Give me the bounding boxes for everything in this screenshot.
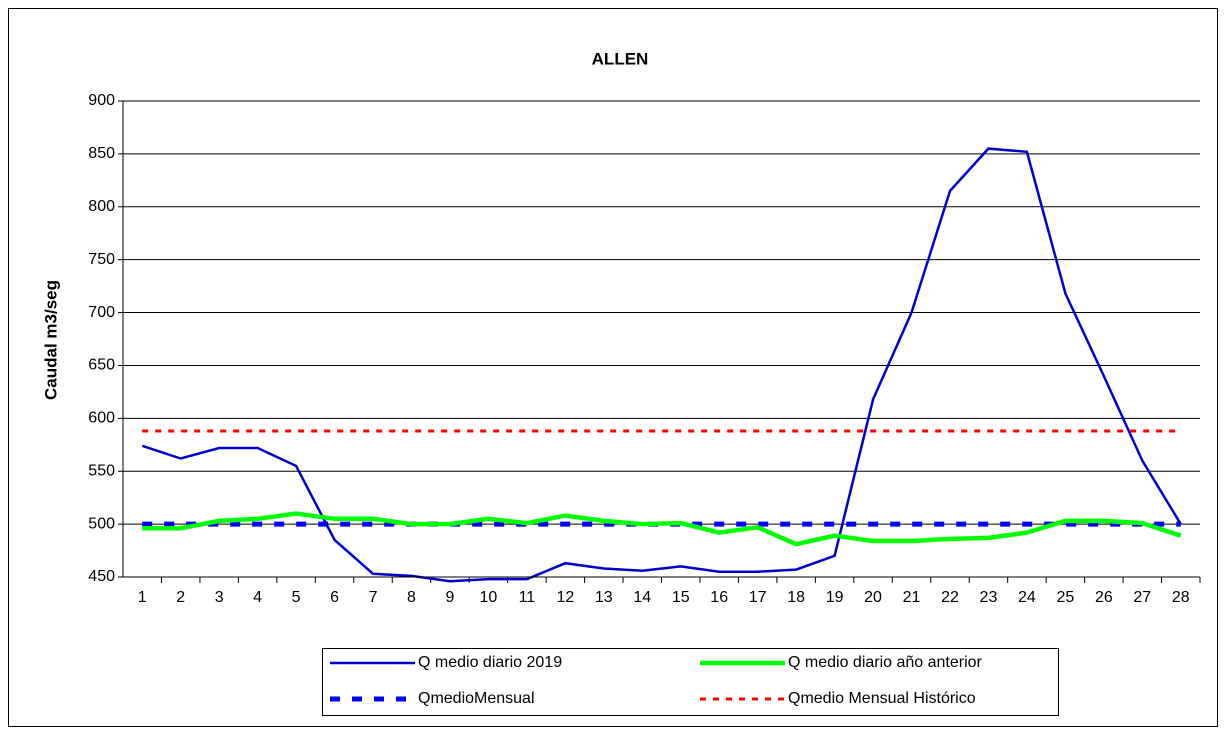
- x-tick-label: 3: [215, 589, 224, 606]
- x-tick-label: 28: [1172, 589, 1190, 606]
- legend-label: Q medio diario año anterior: [788, 654, 983, 671]
- x-tick-label: 25: [1056, 589, 1074, 606]
- x-tick-label: 12: [556, 589, 574, 606]
- x-tick-label: 26: [1095, 589, 1113, 606]
- x-tick-label: 9: [445, 589, 454, 606]
- x-tick-label: 5: [292, 589, 301, 606]
- x-tick-label: 20: [864, 589, 882, 606]
- y-tick-label: 450: [88, 568, 115, 585]
- x-tick-label: 13: [595, 589, 613, 606]
- y-tick-label: 600: [88, 410, 115, 427]
- x-tick-label: 21: [903, 589, 921, 606]
- x-tick-label: 1: [138, 589, 147, 606]
- x-tick-label: 2: [176, 589, 185, 606]
- chart-title: ALLEN: [592, 49, 649, 68]
- y-axis-label: Caudal m3/seg: [41, 280, 60, 400]
- x-tick-label: 6: [330, 589, 339, 606]
- x-tick-label: 17: [749, 589, 767, 606]
- x-tick-label: 23: [980, 589, 998, 606]
- x-tick-label: 16: [710, 589, 728, 606]
- chart-border: [8, 8, 1218, 727]
- x-tick-label: 14: [633, 589, 651, 606]
- x-tick-label: 15: [672, 589, 690, 606]
- y-tick-label: 500: [88, 515, 115, 532]
- y-tick-label: 850: [88, 145, 115, 162]
- y-tick-label: 650: [88, 357, 115, 374]
- y-tick-label: 700: [88, 304, 115, 321]
- x-tick-label: 18: [787, 589, 805, 606]
- x-tick-label: 8: [407, 589, 416, 606]
- x-tick-label: 10: [480, 589, 498, 606]
- x-tick-label: 24: [1018, 589, 1036, 606]
- x-tick-label: 4: [253, 589, 262, 606]
- y-tick-label: 750: [88, 251, 115, 268]
- x-tick-label: 22: [941, 589, 959, 606]
- y-tick-label: 900: [88, 92, 115, 109]
- x-tick-label: 11: [519, 589, 536, 606]
- legend-label: QmedioMensual: [418, 690, 535, 707]
- y-tick-label: 550: [88, 462, 115, 479]
- x-tick-label: 7: [369, 589, 378, 606]
- legend-box: [322, 648, 1059, 716]
- x-tick-label: 19: [826, 589, 844, 606]
- series-line: [142, 511, 1182, 547]
- series-line: [141, 147, 1182, 583]
- legend-label: Qmedio Mensual Histórico: [788, 690, 976, 707]
- x-tick-label: 27: [1133, 589, 1151, 606]
- y-tick-label: 800: [88, 198, 115, 215]
- legend-label: Q medio diario 2019: [418, 654, 562, 671]
